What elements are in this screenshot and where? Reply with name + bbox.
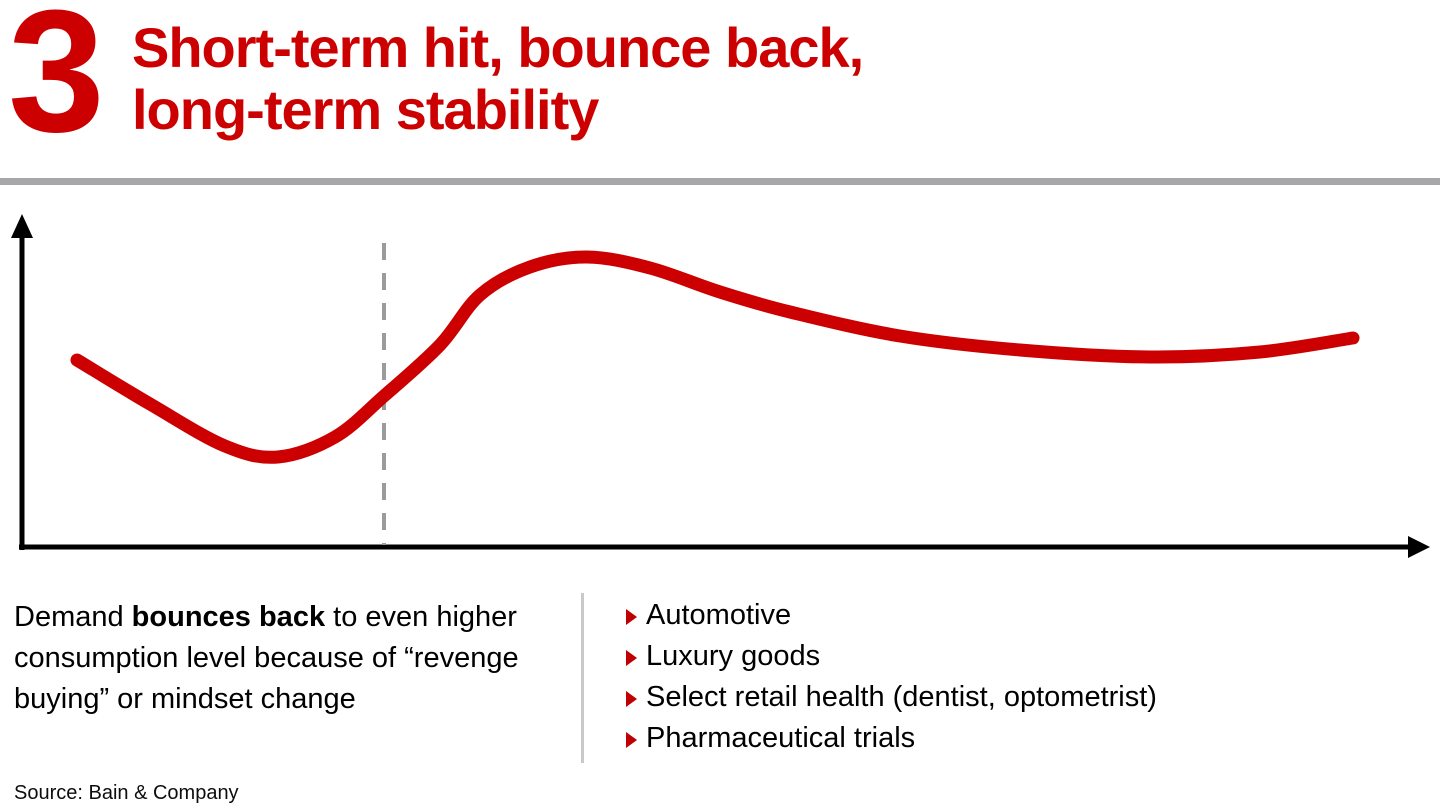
y-axis-arrowhead-icon xyxy=(11,214,33,238)
sector-label: Luxury goods xyxy=(646,640,821,672)
sector-list: Automotive Luxury goods Select retail he… xyxy=(626,595,1157,759)
header-divider-bar xyxy=(0,178,1440,185)
triangle-bullet-icon xyxy=(626,608,637,625)
slide-title-line2: long-term stability xyxy=(132,78,599,141)
takeaway-text: Demand bounces back to even higher consu… xyxy=(14,597,526,720)
slide-title: Short-term hit, bounce back, long-term st… xyxy=(132,16,864,141)
column-divider xyxy=(581,593,584,763)
takeaway-part2: to even higher consumption level because… xyxy=(14,601,519,715)
sector-item-retail-health: Select retail health (dentist, optometri… xyxy=(626,677,1157,718)
triangle-bullet-icon xyxy=(626,690,637,707)
demand-curve xyxy=(70,250,1360,464)
x-axis-arrowhead-icon xyxy=(1408,536,1430,558)
sector-item-automotive: Automotive xyxy=(626,595,1157,636)
source-note: Source: Bain & Company xyxy=(14,782,239,804)
sector-item-pharma-trials: Pharmaceutical trials xyxy=(626,718,1157,759)
triangle-bullet-icon xyxy=(626,649,637,666)
takeaway-part1: Demand xyxy=(14,601,132,633)
sector-item-luxury-goods: Luxury goods xyxy=(626,636,1157,677)
takeaway-bold: bounces back xyxy=(131,601,326,633)
triangle-bullet-icon xyxy=(626,731,637,748)
demand-chart-svg xyxy=(11,214,1430,558)
slide-title-line1: Short-term hit, bounce back, xyxy=(132,16,864,79)
sector-label: Select retail health (dentist, optometri… xyxy=(646,681,1157,713)
slide-number: 3 xyxy=(8,0,105,168)
sector-label: Pharmaceutical trials xyxy=(646,722,916,754)
sector-label: Automotive xyxy=(646,599,792,631)
demand-chart xyxy=(0,190,1440,580)
